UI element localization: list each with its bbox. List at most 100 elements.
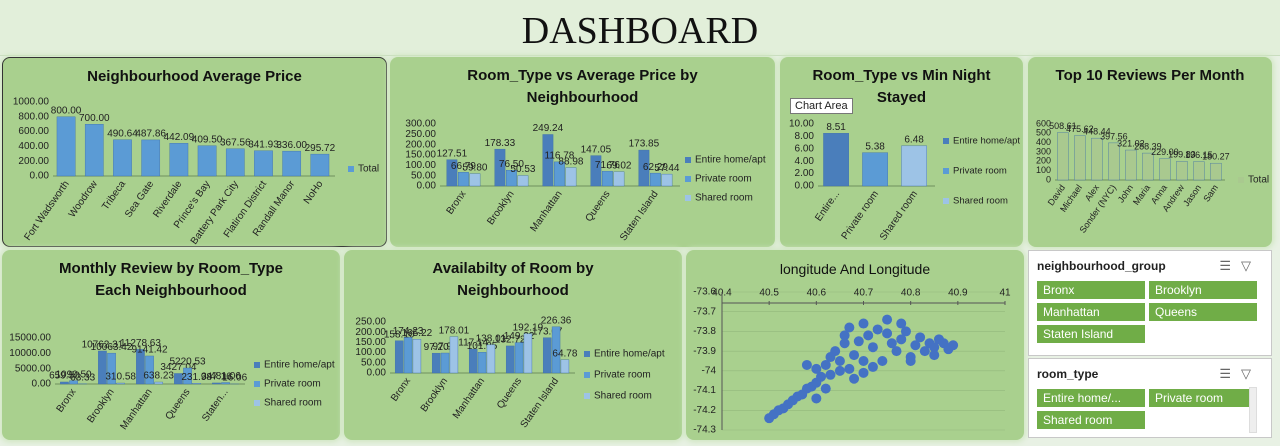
y-tick-label: 0.00 xyxy=(367,368,387,379)
data-label: 165.22 xyxy=(402,328,433,339)
y-tick-label: -74.3 xyxy=(693,425,716,436)
x-tick-label: 41 xyxy=(999,288,1011,299)
slicer-title: neighbourhood_group xyxy=(1037,259,1166,273)
y-tick-label: -73.8 xyxy=(693,326,716,337)
point xyxy=(915,332,926,343)
chart-panel: 0 100 200 300 400 500 600 David Michael Alex Sonde… xyxy=(1028,57,1272,247)
y-tick-label: 500 xyxy=(1036,128,1051,138)
bar xyxy=(69,380,78,385)
y-tick-label: 4.00 xyxy=(795,156,815,167)
x-tick-label: 40.8 xyxy=(901,288,921,299)
chart-panel: -73.6 -73.7 -73.8 -73.9 -74 -74.1 -74.2 -74.3 40… xyxy=(686,250,1024,440)
slicer-item[interactable]: Staten Island xyxy=(1037,325,1145,343)
y-tick-label: 10000.00 xyxy=(9,348,51,359)
bar xyxy=(116,382,125,385)
legend-swatch xyxy=(348,166,354,172)
x-tick-label: Queens xyxy=(495,376,524,411)
bar xyxy=(1091,137,1103,181)
point xyxy=(872,324,883,335)
data-label: 229.00 xyxy=(1151,147,1179,157)
bar xyxy=(1159,158,1171,181)
point xyxy=(811,393,822,404)
bar xyxy=(661,173,673,187)
slicer-item[interactable]: Brooklyn xyxy=(1149,281,1257,299)
chart-panel: 0.00 5000.00 10000.00 15000.00 Bronx Brooklyn… xyxy=(2,250,340,440)
legend-label: Private room xyxy=(953,166,1007,177)
bar xyxy=(310,153,330,177)
legend-label: Private room xyxy=(695,174,752,185)
bar xyxy=(1210,162,1222,181)
slicer-item[interactable]: Queens xyxy=(1149,303,1257,321)
chart: 0100200300400500600DavidMichaelAlexSonde… xyxy=(1036,118,1269,234)
data-label: 508.61 xyxy=(1049,121,1077,131)
legend-swatch xyxy=(254,400,260,406)
slicer-item[interactable]: Entire home/... xyxy=(1037,389,1145,407)
y-tick-label: 0 xyxy=(1046,174,1051,184)
legend-swatch xyxy=(685,157,691,163)
slicer-item[interactable]: Private room xyxy=(1149,389,1257,407)
bar xyxy=(486,344,496,374)
bar xyxy=(517,175,529,187)
bar xyxy=(551,326,561,374)
bar xyxy=(449,336,459,374)
legend-label: Total xyxy=(1248,175,1269,186)
point xyxy=(853,336,864,347)
x-tick-label: Jason xyxy=(1181,183,1203,208)
bar xyxy=(1125,149,1137,181)
bar xyxy=(1074,135,1086,181)
chart: 0.00 5000.00 10000.00 15000.00 Bronx Brooklyn… xyxy=(9,333,335,432)
legend-label: Shared room xyxy=(594,391,652,402)
chart-panel: 0.00 50.00 100.00 150.00 200.00 250.00 Bronx Br… xyxy=(344,250,682,440)
slicer-item[interactable]: Manhattan xyxy=(1037,303,1145,321)
legend-label: Shared room xyxy=(695,193,753,204)
data-label: 481.06 xyxy=(210,371,241,382)
slicer-item[interactable]: Bronx xyxy=(1037,281,1145,299)
slicer-item[interactable]: Shared room xyxy=(1037,411,1145,429)
data-label: 8.51 xyxy=(826,122,846,133)
data-label: 310.58 xyxy=(105,372,136,383)
bar xyxy=(565,167,577,187)
data-label: 700.00 xyxy=(79,113,110,124)
chart: 0.00200.00400.00600.00800.001000.00Fort … xyxy=(13,97,379,246)
data-label: 800.00 xyxy=(51,105,82,116)
y-tick-label: -73.6 xyxy=(693,287,716,298)
point xyxy=(867,342,878,353)
data-label: 659.50 xyxy=(49,371,80,382)
bar xyxy=(440,352,450,374)
bar xyxy=(477,352,487,374)
bar xyxy=(590,155,602,187)
data-label: 288.39 xyxy=(1134,141,1162,151)
x-tick-label: Tribeca xyxy=(100,179,128,213)
y-tick-label: 800.00 xyxy=(18,111,49,122)
point xyxy=(844,322,855,333)
x-tick-label: Maria xyxy=(1131,183,1152,207)
legend-swatch xyxy=(584,351,590,357)
data-label: 64.78 xyxy=(552,348,577,359)
legend-swatch xyxy=(1238,177,1244,183)
point xyxy=(858,356,869,366)
slicer-icons: ☰▽ xyxy=(1219,366,1261,381)
bar xyxy=(282,150,302,177)
bar xyxy=(468,348,478,374)
y-tick-label: -74.2 xyxy=(693,405,716,416)
bar xyxy=(1108,142,1120,181)
legend-swatch xyxy=(685,176,691,182)
data-label: 192.19 xyxy=(513,322,544,333)
point xyxy=(882,328,893,339)
y-tick-label: 200.00 xyxy=(18,156,49,167)
point xyxy=(896,318,907,329)
point xyxy=(910,340,921,351)
bar xyxy=(192,383,201,385)
bar xyxy=(403,337,413,374)
bar xyxy=(212,382,221,385)
slicer[interactable]: room_type ☰▽ Entire home/... Private room Sh… xyxy=(1028,358,1272,438)
slicer[interactable]: neighbourhood_group ☰▽ Bronx Brooklyn Manhat… xyxy=(1028,250,1272,356)
x-tick-label: Staten Island xyxy=(618,189,660,243)
point xyxy=(863,330,874,341)
y-tick-label: 250.00 xyxy=(405,129,436,140)
data-label: 173.85 xyxy=(629,139,660,150)
chart-panel: 0.00 50.00 100.00 150.00 200.00 250.00 300.00 B… xyxy=(390,57,775,247)
